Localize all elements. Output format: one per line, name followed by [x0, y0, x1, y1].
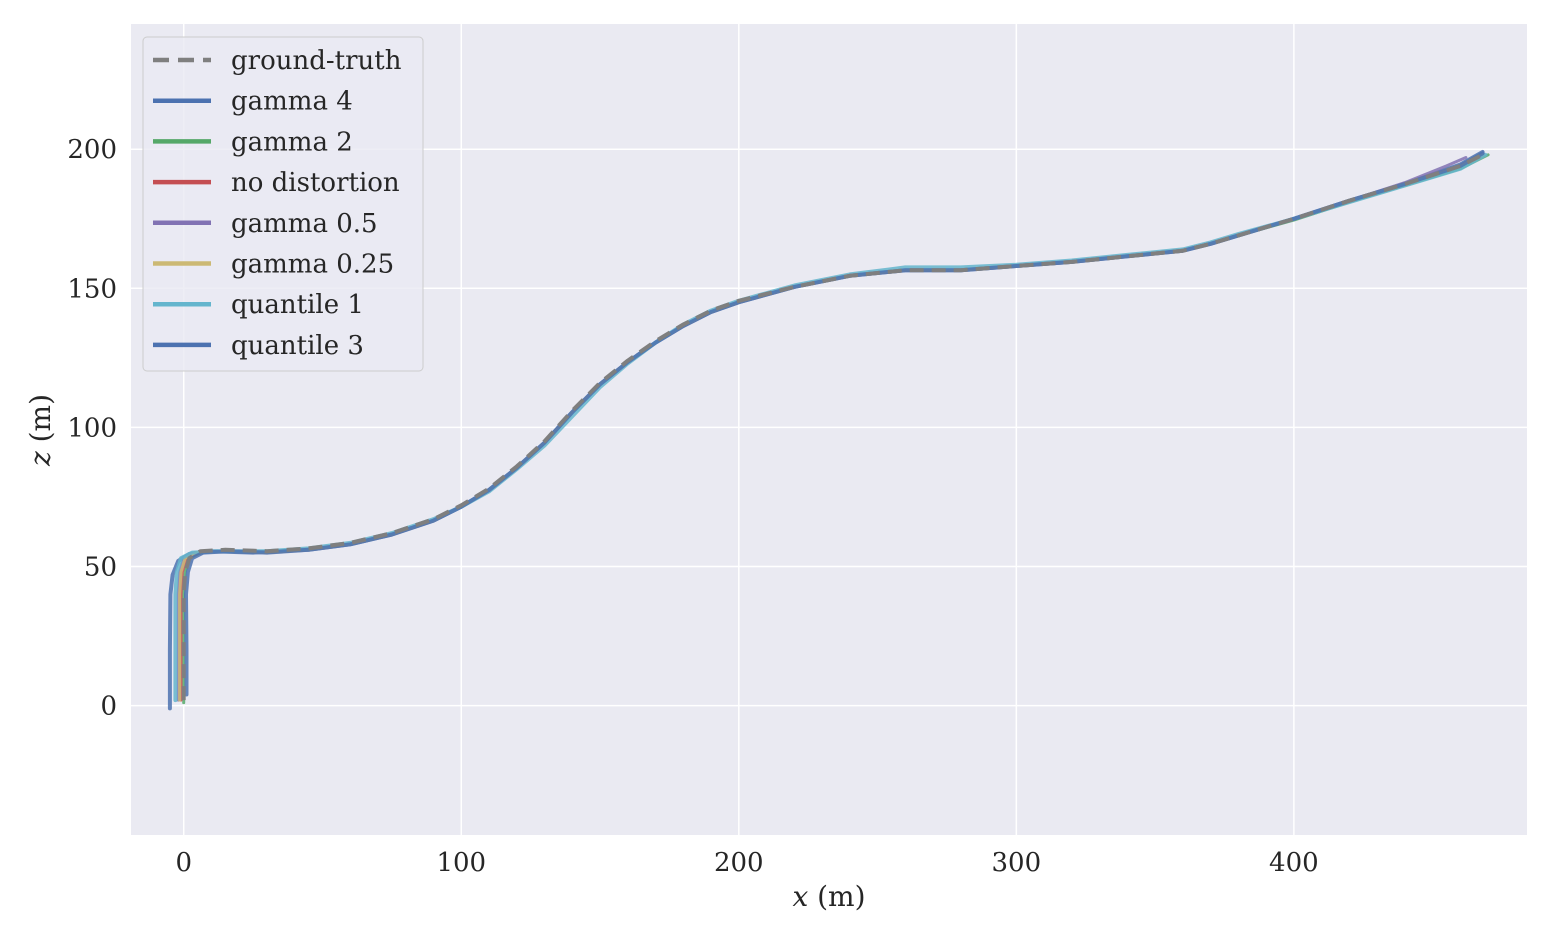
series-layer	[167, 150, 1490, 711]
legend-label: quantile 1	[231, 290, 364, 320]
y-tick-label: 150	[67, 274, 117, 304]
x-tick-label: 200	[714, 848, 764, 878]
x-tick-label: 300	[992, 848, 1042, 878]
legend-label: ground-truth	[231, 46, 402, 76]
legend-label: gamma 4	[231, 87, 353, 117]
x-tick-label: 100	[436, 848, 486, 878]
y-axis-label: z (m)	[24, 394, 57, 467]
legend-label: gamma 0.25	[231, 250, 394, 280]
x-tick-label: 0	[175, 848, 192, 878]
legend-label: gamma 0.5	[231, 209, 378, 239]
legend-label: gamma 2	[231, 127, 353, 157]
x-tick-label: 400	[1269, 848, 1319, 878]
y-tick-label: 50	[84, 553, 117, 583]
y-tick-label: 200	[67, 135, 117, 165]
y-tick-labels: 0 50 100 150 200	[67, 135, 117, 721]
x-tick-labels: 0 100 200 300 400	[175, 848, 1318, 878]
legend-label: quantile 3	[231, 331, 364, 361]
y-tick-label: 0	[100, 692, 117, 722]
x-axis-label: x (m)	[792, 880, 865, 913]
legend-label: no distortion	[231, 168, 400, 198]
series-line-ground-truth	[181, 153, 1484, 701]
legend: ground-truth gamma 4 gamma 2 no distortion g…	[142, 36, 424, 372]
legend-box	[142, 36, 424, 372]
y-tick-label: 100	[67, 413, 117, 443]
